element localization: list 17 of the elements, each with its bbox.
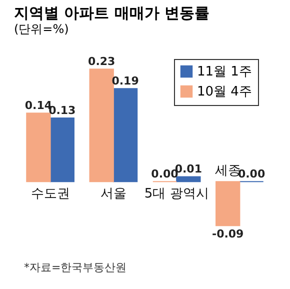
bar: [26, 112, 51, 182]
x-tick-label: 5대 광역시: [144, 186, 209, 202]
text: *자료=한국부동산원: [24, 260, 127, 275]
chart-title: 지역별 아파트 매매가 변동률: [14, 4, 210, 22]
bar: [216, 181, 240, 226]
x-tick-label: 세종: [214, 164, 241, 179]
chart-subtitle: (단위=%): [14, 22, 69, 36]
legend-label: 11월 1주: [197, 64, 252, 80]
data-label: 0.23: [88, 55, 116, 68]
x-tick-label: 서울: [100, 186, 126, 202]
bar: [50, 118, 74, 182]
legend-label: 10월 4주: [197, 84, 252, 100]
bar: [176, 176, 201, 182]
data-label: -0.09: [212, 228, 244, 241]
bar: [112, 88, 138, 182]
bar: [89, 68, 114, 182]
x-tick-label: 수도권: [30, 186, 70, 202]
